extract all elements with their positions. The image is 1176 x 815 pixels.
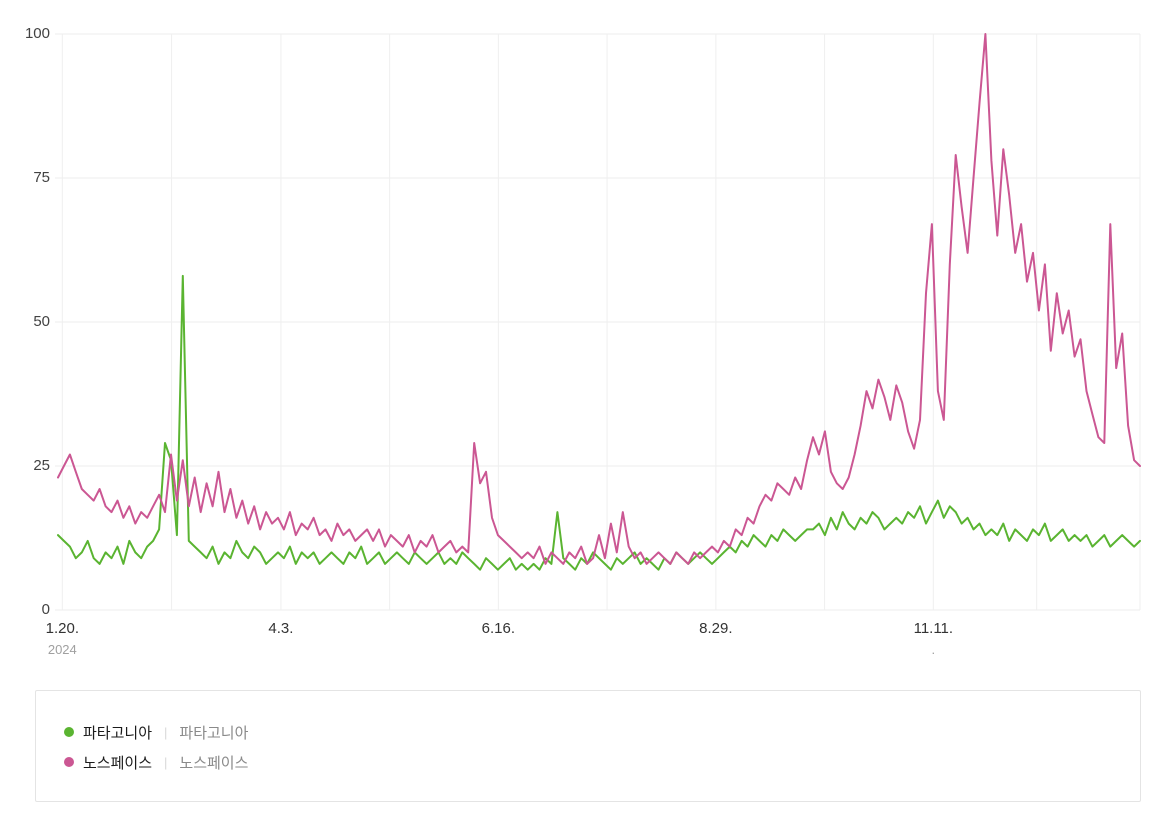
legend-item-patagonia[interactable]: 파타고니아 | 파타고니아 bbox=[64, 717, 1140, 747]
legend-label: 파타고니아 bbox=[83, 724, 153, 742]
series-line-0 bbox=[57, 274, 1141, 571]
y-tick-label: 0 bbox=[41, 601, 50, 618]
legend-dot-green-icon bbox=[64, 727, 74, 737]
legend-panel: 파타고니아 | 파타고니아 노스페이스 | 노스페이스 bbox=[35, 690, 1141, 802]
y-tick-label: 100 bbox=[24, 25, 50, 42]
y-tick-label: 50 bbox=[33, 313, 50, 330]
trend-chart-svg bbox=[55, 33, 1141, 611]
y-tick-label: 75 bbox=[33, 169, 50, 186]
legend-dot-pink-icon bbox=[64, 757, 74, 767]
series-line-1 bbox=[57, 33, 1141, 565]
y-tick-label: 25 bbox=[33, 457, 50, 474]
y-axis: 0 25 50 75 100 bbox=[24, 0, 52, 620]
legend-sub-label: 노스페이스 bbox=[179, 754, 249, 772]
legend-item-northface[interactable]: 노스페이스 | 노스페이스 bbox=[64, 747, 1140, 777]
legend-sub-label: 파타고니아 bbox=[179, 724, 249, 742]
legend-label: 노스페이스 bbox=[83, 754, 153, 772]
legend-separator: | bbox=[164, 724, 168, 740]
trend-chart-section: 0 25 50 75 100 1.20. 2024 4.3. 6.16. 8.29. 11.11.… bbox=[24, 0, 1141, 657]
legend-separator: | bbox=[164, 754, 168, 770]
